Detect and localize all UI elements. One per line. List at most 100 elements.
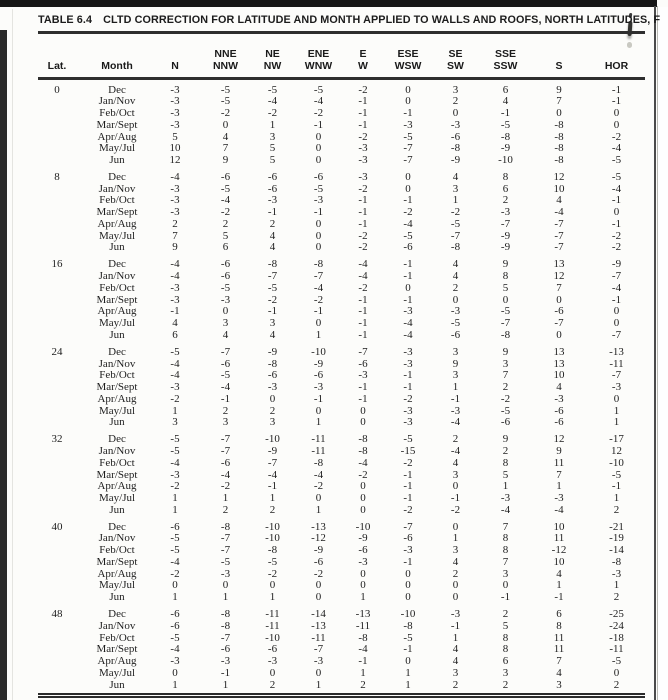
value-cell-sse-ssw: 9: [502, 433, 509, 446]
value-cell-ne-nw: 1: [269, 118, 276, 131]
value-cell-sse-ssw: 5: [502, 619, 509, 632]
month-cell: Feb/Oct: [99, 194, 135, 207]
value-cell-ne-nw: -7: [267, 270, 278, 283]
value-cell-ene-wnw: 0: [315, 229, 322, 242]
value-cell-n: -3: [170, 281, 180, 294]
value-cell-s: 10: [553, 555, 565, 568]
latitude-group-16: 16 Dec -4 -6 -8 -8 -4 -1 4 9 13 -9 Jan/Nov -4 -6 -7 -7 -4…: [38, 259, 650, 341]
value-cell-ne-nw: -8: [267, 544, 278, 557]
lat-cell: [38, 295, 86, 307]
value-cell-e-w: -2: [358, 182, 368, 195]
lat-cell: [38, 458, 86, 470]
lat-cell: [38, 184, 86, 196]
value-cell-ese-wsw: -1: [403, 270, 413, 283]
value-cell-sse-ssw: 2: [502, 678, 509, 691]
lat-cell: [38, 633, 86, 645]
lat-cell: [38, 382, 86, 394]
value-cell-hor: -4: [611, 182, 622, 195]
month-cell: May/Jul: [98, 666, 136, 679]
ink-faint-mark: [627, 42, 632, 48]
value-cell-ene-wnw: -2: [313, 293, 324, 306]
lat-cell: [38, 306, 86, 318]
value-cell-nne-nnw: -7: [220, 433, 231, 446]
value-cell-ne-nw: 3: [269, 416, 276, 429]
value-cell-se-sw: 4: [452, 555, 459, 568]
value-cell-ene-wnw: -5: [313, 182, 324, 195]
value-cell-se-sw: -1: [450, 392, 461, 405]
value-cell-ene-wnw: -7: [313, 270, 324, 283]
value-cell-e-w: -1: [358, 118, 368, 131]
value-cell-nne-nnw: -5: [220, 83, 231, 96]
lat-cell: [38, 394, 86, 406]
table-row: Feb/Oct -4 -6 -7 -8 -4 -2 4 8 11 -10: [38, 456, 650, 470]
value-cell-ene-wnw: -8: [313, 456, 324, 469]
value-cell-nne-nnw: -8: [220, 520, 231, 533]
month-cell: Mar/Sept: [96, 118, 138, 131]
value-cell-ene-wnw: -13: [311, 619, 326, 632]
value-cell-hor: 0: [613, 666, 620, 679]
lat-cell: [38, 621, 86, 633]
value-cell-n: 10: [169, 142, 181, 155]
value-cell-s: 1: [556, 579, 562, 592]
latitude-group-40: 40 Dec -6 -8 -10 -13 -10 -7 0 7 10 -21 Jan/Nov -5 -7 -1…: [38, 520, 650, 604]
value-cell-ne-nw: -8: [267, 258, 278, 271]
value-cell-sse-ssw: -4: [500, 503, 511, 516]
value-cell-sse-ssw: -9: [500, 229, 511, 242]
month-cell: Mar/Sept: [96, 381, 138, 394]
table-row: Jun 9 6 4 0 -2 -6 -8 -9 -7 -2: [38, 242, 650, 254]
value-cell-s: 7: [556, 95, 562, 108]
value-cell-n: -3: [170, 95, 180, 108]
lat-cell: [38, 569, 86, 581]
value-cell-hor: -11: [609, 357, 624, 370]
value-cell-hor: -17: [609, 433, 624, 446]
value-cell-nne-nnw: 4: [222, 328, 229, 341]
value-cell-ese-wsw: -3: [403, 544, 413, 557]
month-cell: Apr/Aug: [97, 130, 137, 143]
value-cell-ene-wnw: 0: [315, 666, 322, 679]
value-cell-se-sw: 0: [452, 293, 459, 306]
lat-cell: [38, 370, 86, 382]
value-cell-sse-ssw: -1: [500, 107, 511, 119]
lat-cell: 40: [51, 520, 63, 533]
column-header-line1: NNE: [214, 48, 237, 60]
value-cell-sse-ssw: -7: [500, 217, 511, 230]
value-cell-ene-wnw: 1: [315, 328, 322, 341]
value-cell-ese-wsw: -2: [403, 503, 413, 516]
column-header-line2: Month: [101, 60, 133, 72]
value-cell-ese-wsw: 0: [405, 83, 411, 96]
value-cell-e-w: -2: [358, 83, 368, 96]
value-cell-hor: -24: [609, 619, 624, 632]
month-cell: Dec: [108, 258, 126, 271]
value-cell-ese-wsw: 0: [405, 170, 411, 183]
month-cell: Jun: [109, 591, 125, 604]
value-cell-ene-wnw: 1: [315, 503, 322, 516]
value-cell-hor: 12: [611, 445, 622, 457]
month-cell: Jan/Nov: [98, 619, 136, 632]
value-cell-hor: -1: [611, 217, 622, 230]
value-cell-e-w: 0: [360, 579, 366, 592]
value-cell-ne-nw: 1: [269, 591, 276, 604]
value-cell-se-sw: 3: [452, 666, 459, 679]
value-cell-e-w: -7: [358, 345, 368, 358]
lat-cell: [38, 446, 86, 458]
value-cell-ne-nw: 5: [269, 142, 276, 155]
month-cell: Apr/Aug: [97, 480, 137, 493]
value-cell-ene-wnw: -12: [311, 532, 326, 545]
value-cell-s: 10: [553, 520, 565, 533]
table-row: Apr/Aug -3 -3 -3 -3 -1 0 4 6 7 -5: [38, 655, 650, 668]
value-cell-se-sw: 0: [452, 591, 459, 604]
value-cell-n: 12: [169, 154, 181, 166]
table-row: Apr/Aug 5 4 3 0 -2 -5 -6 -8 -8 -2: [38, 130, 650, 144]
value-cell-nne-nnw: -5: [220, 369, 231, 382]
month-cell: Feb/Oct: [99, 544, 135, 557]
value-cell-ne-nw: -10: [265, 631, 280, 644]
value-cell-sse-ssw: 7: [502, 369, 509, 382]
lat-cell: [38, 318, 86, 330]
value-cell-ne-nw: -4: [267, 468, 278, 481]
value-cell-hor: -7: [611, 270, 622, 283]
column-header-line2: SSW: [493, 60, 518, 72]
value-cell-n: -3: [170, 206, 180, 219]
column-header-line2: WNW: [304, 60, 333, 72]
value-cell-se-sw: -9: [450, 154, 461, 166]
